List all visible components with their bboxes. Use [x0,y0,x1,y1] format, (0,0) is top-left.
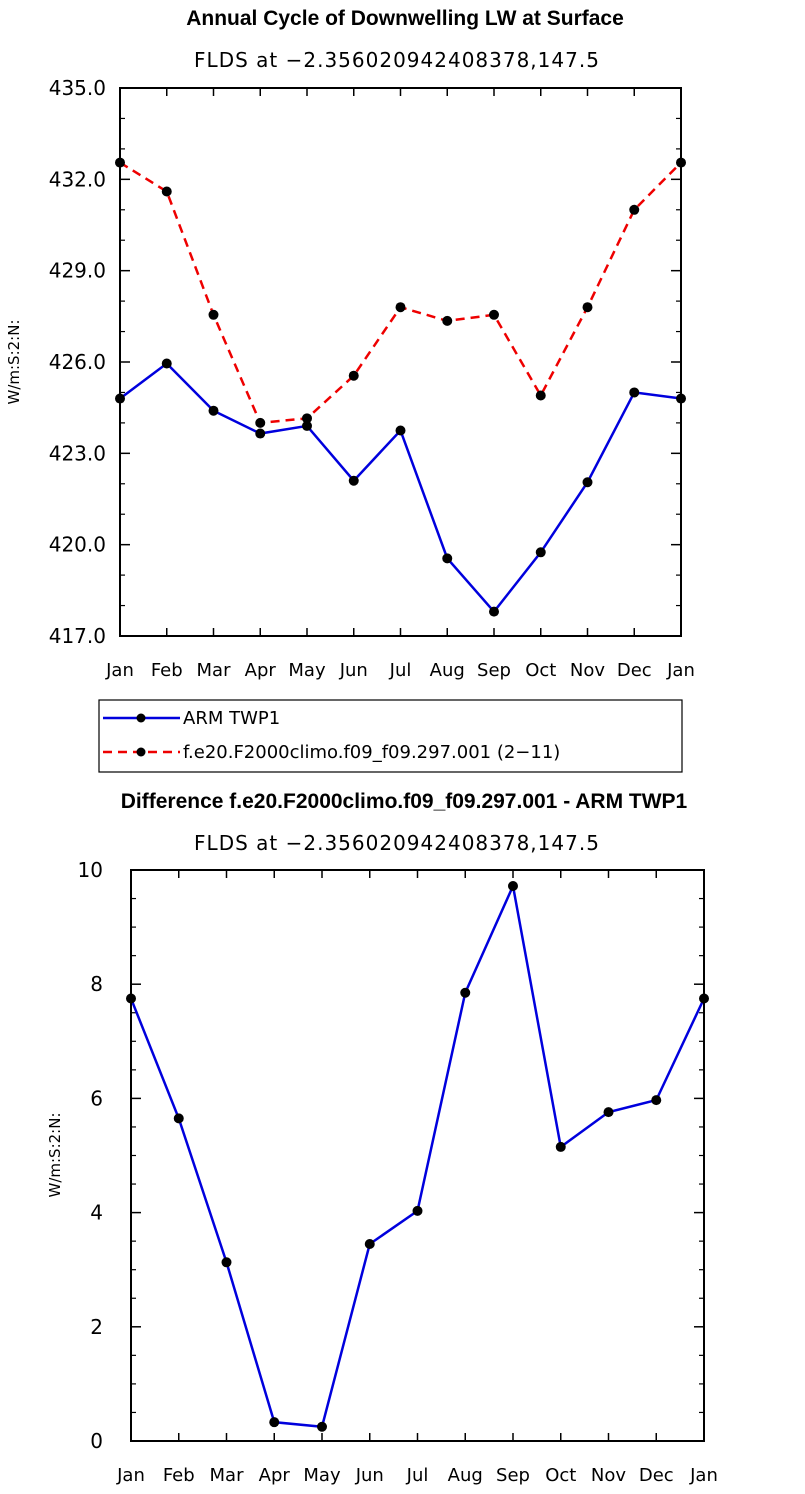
data-point [255,428,266,439]
y-tick-label: 432.0 [49,167,106,191]
chart2-title: Difference f.e20.F2000climo.f09_f09.297.… [121,790,688,813]
x-tick-label: Jun [355,1465,384,1486]
data-point [302,420,312,431]
data-point [221,1257,232,1268]
data-point [161,186,172,197]
x-tick-label: Feb [151,660,183,681]
y-tick-label: 4 [90,1201,103,1225]
x-tick-label: Nov [591,1465,626,1486]
chart2-plot-frame [130,869,705,1442]
data-point [208,309,219,320]
legend-box [98,699,683,773]
series-line-0 [129,881,706,1429]
x-tick-label: Jan [689,1465,718,1486]
y-tick-label: 420.0 [49,533,106,557]
x-tick-label: Apr [259,1465,291,1486]
series-line-0 [119,361,682,614]
chart1-ylabel: W/m:S:2:N: [5,320,23,405]
x-tick-label: Nov [570,660,605,681]
x-tick-label: Aug [448,1465,483,1486]
x-tick-label: Jul [406,1465,429,1486]
data-point [629,204,640,215]
x-tick-label: Dec [639,1465,674,1486]
data-point [302,413,312,424]
legend-marker-model [136,747,146,757]
data-point [582,477,593,488]
data-point [460,987,471,998]
x-tick-label: Jun [339,660,368,681]
y-tick-label: 435.0 [49,76,106,100]
data-point [629,387,640,398]
data-point [317,1421,327,1432]
x-tick-label: Apr [245,660,277,681]
data-point [173,1113,184,1124]
data-point [255,417,266,428]
chart2-subtitle: FLDS at −2.356020942408378,147.5 [194,831,600,855]
legend-marker-arm [136,713,146,723]
y-tick-label: 417.0 [49,624,106,648]
y-tick-label: 423.0 [49,441,106,465]
chart1-subtitle: FLDS at −2.356020942408378,147.5 [194,48,600,72]
data-point [603,1107,614,1118]
data-point [364,1239,375,1250]
chart1-legend: ARM TWP1 f.e20.F2000climo.f09_f09.297.00… [98,699,683,773]
x-tick-label: Sep [496,1465,530,1486]
data-point [489,309,499,320]
y-tick-label: 0 [90,1429,103,1453]
chart1-plot-frame [119,87,682,637]
data-point [208,405,219,416]
x-tick-label: Mar [197,660,232,681]
x-tick-label: Oct [545,1465,576,1486]
x-tick-label: May [303,1465,341,1486]
x-tick-label: Feb [163,1465,195,1486]
data-point [395,302,406,313]
y-tick-label: 8 [90,972,103,996]
data-point [651,1095,662,1106]
x-tick-label: Oct [525,660,556,681]
x-tick-label: Dec [617,660,652,681]
series-line-1 [119,161,682,425]
data-point [508,880,518,891]
data-point [442,315,453,326]
data-point [161,358,172,369]
data-point [348,370,359,381]
y-tick-label: 10 [78,858,103,882]
x-tick-label: Aug [430,660,465,681]
data-point [348,475,359,486]
annual-cycle-chart: Annual Cycle of Downwelling LW at Surfac… [5,7,695,681]
y-tick-label: 429.0 [49,259,106,283]
data-point [535,390,546,401]
chart2-ylabel: W/m:S:2:N: [46,1113,64,1198]
x-tick-label: Sep [477,660,511,681]
data-point [412,1205,423,1216]
x-tick-label: Jan [105,660,134,681]
chart1-title: Annual Cycle of Downwelling LW at Surfac… [186,7,624,30]
data-point [555,1141,566,1152]
y-tick-label: 426.0 [49,350,106,374]
x-tick-label: Mar [210,1465,245,1486]
y-tick-label: 2 [90,1315,103,1339]
data-point [489,606,499,617]
x-tick-label: Jan [116,1465,145,1486]
legend-label-model: f.e20.F2000climo.f09_f09.297.001 (2−11) [183,742,560,763]
x-tick-label: Jan [666,660,695,681]
data-point [535,547,546,558]
data-point [269,1417,280,1428]
data-point [582,302,593,313]
legend-label-arm: ARM TWP1 [183,708,280,729]
data-point [395,425,406,436]
difference-chart: Difference f.e20.F2000climo.f09_f09.297.… [46,790,718,1486]
y-tick-label: 6 [90,1086,103,1110]
x-tick-label: Jul [389,660,412,681]
data-point [442,553,453,564]
x-tick-label: May [288,660,326,681]
